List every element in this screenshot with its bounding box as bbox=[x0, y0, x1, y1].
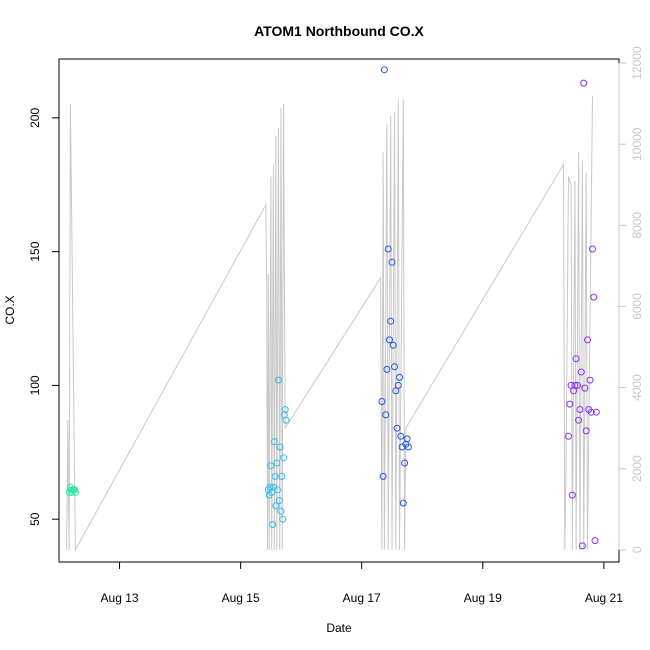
data-point bbox=[578, 542, 586, 550]
data-point bbox=[576, 406, 584, 413]
data-point bbox=[273, 459, 281, 467]
data-point bbox=[71, 488, 79, 496]
y-axis-left: 50 100 150 200 bbox=[28, 108, 60, 526]
x-tick-label: Aug 19 bbox=[464, 591, 502, 605]
y2-tick-label: 10000 bbox=[630, 127, 644, 161]
data-point bbox=[278, 472, 286, 480]
y2-tick-label: 4000 bbox=[630, 374, 644, 401]
data-point bbox=[379, 472, 387, 480]
data-point bbox=[378, 398, 386, 405]
data-point bbox=[267, 462, 275, 470]
y2-tick-label: 6000 bbox=[630, 293, 644, 320]
data-point bbox=[393, 424, 401, 432]
data-point bbox=[401, 459, 409, 467]
chart-title: ATOM1 Northbound CO.X bbox=[254, 23, 424, 39]
data-point bbox=[281, 406, 289, 413]
data-point bbox=[573, 381, 581, 389]
data-point bbox=[404, 443, 412, 451]
data-point bbox=[575, 416, 583, 424]
data-point bbox=[580, 79, 588, 87]
y-tick-label: 100 bbox=[28, 375, 42, 395]
x-tick-label: Aug 15 bbox=[222, 591, 260, 605]
y2-tick-label: 8000 bbox=[630, 212, 644, 239]
x-axis: Aug 13 Aug 15 Aug 17 Aug 19 Aug 21 bbox=[101, 561, 623, 605]
data-point bbox=[587, 408, 595, 416]
data-point bbox=[403, 435, 411, 443]
data-point bbox=[586, 376, 594, 384]
data-point bbox=[282, 416, 290, 424]
secondary-line-layer bbox=[66, 95, 593, 552]
y-tick-label: 150 bbox=[28, 241, 42, 261]
data-point bbox=[566, 400, 574, 408]
y-tick-label: 50 bbox=[28, 512, 42, 526]
data-point bbox=[592, 408, 600, 416]
data-point bbox=[590, 293, 598, 301]
data-point bbox=[271, 472, 279, 480]
data-point bbox=[272, 502, 280, 510]
data-point bbox=[276, 443, 284, 451]
y-axis-label: CO.X bbox=[3, 295, 17, 324]
data-point bbox=[275, 376, 282, 384]
data-point bbox=[565, 432, 572, 440]
data-point bbox=[389, 341, 397, 349]
y2-tick-label: 12000 bbox=[630, 46, 644, 80]
x-tick-label: Aug 13 bbox=[101, 591, 139, 605]
data-point bbox=[388, 258, 396, 266]
data-point bbox=[279, 515, 287, 523]
data-point bbox=[572, 355, 580, 363]
data-point bbox=[394, 381, 402, 389]
data-point bbox=[387, 317, 395, 325]
data-point bbox=[277, 507, 285, 515]
x-axis-label: Date bbox=[326, 621, 352, 635]
data-point bbox=[571, 381, 579, 389]
data-point bbox=[270, 438, 278, 446]
data-point bbox=[577, 368, 585, 376]
data-point bbox=[399, 499, 407, 507]
y2-tick-label: 2000 bbox=[630, 455, 644, 482]
data-point bbox=[383, 365, 391, 373]
data-point bbox=[581, 384, 589, 392]
y2-tick-label: 0 bbox=[630, 546, 644, 553]
x-tick-label: Aug 21 bbox=[585, 591, 623, 605]
data-point bbox=[382, 411, 390, 419]
data-point bbox=[584, 336, 591, 344]
x-tick-label: Aug 17 bbox=[343, 591, 381, 605]
data-point bbox=[591, 537, 599, 545]
points-layer bbox=[66, 66, 600, 550]
data-point bbox=[391, 363, 398, 371]
data-point bbox=[269, 521, 277, 528]
data-point bbox=[568, 491, 576, 499]
data-point bbox=[275, 497, 283, 504]
data-point bbox=[386, 336, 393, 344]
data-point bbox=[274, 486, 282, 494]
data-point bbox=[582, 427, 590, 435]
data-point bbox=[280, 454, 287, 462]
y-tick-label: 200 bbox=[28, 108, 42, 128]
data-point bbox=[396, 373, 403, 381]
data-point bbox=[384, 245, 392, 253]
y-axis-right: 0 2000 4000 6000 8000 10000 12000 bbox=[618, 46, 644, 553]
series-line-0 bbox=[66, 95, 593, 552]
data-point bbox=[380, 66, 388, 74]
data-point bbox=[589, 245, 596, 253]
data-point bbox=[397, 432, 405, 440]
